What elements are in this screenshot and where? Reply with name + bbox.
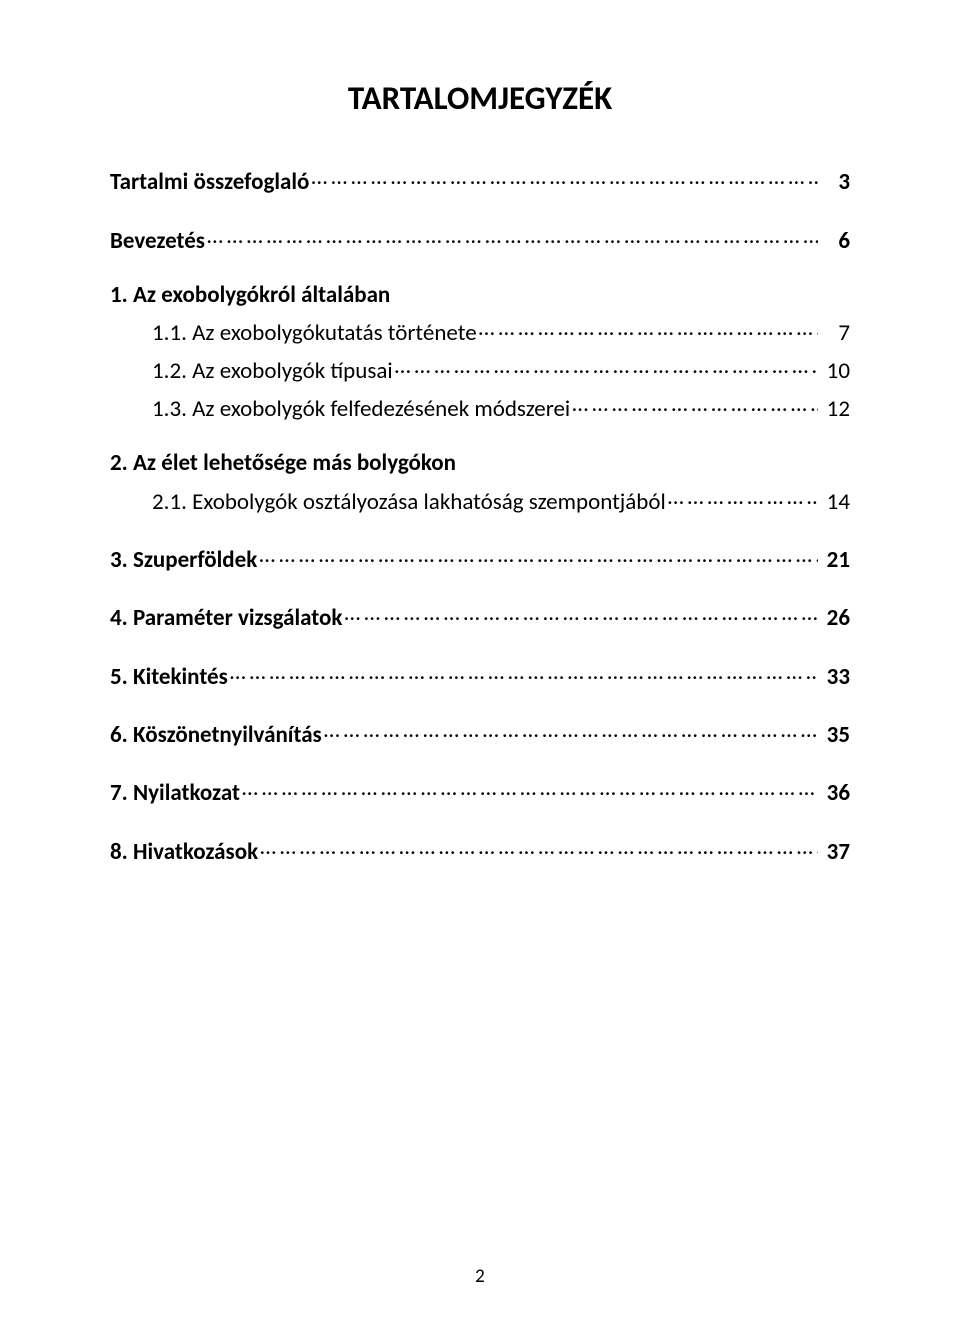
- toc-entry-label: 5. Kitekintés: [110, 663, 228, 691]
- toc-entry: 1.2. Az exobolygók típusai 10: [110, 353, 850, 385]
- toc-entry: 2. Az élet lehetősége más bolygókon: [110, 449, 850, 477]
- toc-entry: 5. Kitekintés 33: [110, 658, 850, 690]
- toc-list: Tartalmi összefoglaló 3 Bevezetés 6 1. Az ex…: [110, 164, 850, 866]
- toc-leader: [242, 775, 818, 800]
- toc-entry-label: Bevezetés: [110, 227, 205, 255]
- toc-leader: [344, 600, 818, 625]
- toc-entry-label: 7. Nyilatkozat: [110, 779, 240, 807]
- toc-entry-page: 33: [820, 663, 850, 691]
- toc-entry: Tartalmi összefoglaló 3: [110, 164, 850, 196]
- toc-entry-page: 6: [820, 227, 850, 255]
- toc-entry-page: 26: [820, 604, 850, 632]
- toc-entry: Bevezetés 6: [110, 222, 850, 254]
- page-title: TARTALOMJEGYZÉK: [110, 78, 850, 118]
- toc-entry-label: 2. Az élet lehetősége más bolygókon: [110, 449, 456, 477]
- toc-leader: [668, 483, 818, 508]
- toc-entry: 6. Köszönetnyilvánítás 35: [110, 717, 850, 749]
- toc-entry: 1.1. Az exobolygókutatás története 7: [110, 315, 850, 347]
- toc-entry-label: 1.2. Az exobolygók típusai: [152, 357, 393, 385]
- toc-entry-label: 8. Hivatkozások: [110, 838, 258, 866]
- toc-entry-label: 6. Köszönetnyilvánítás: [110, 721, 322, 749]
- toc-entry-page: 7: [820, 319, 850, 347]
- toc-entry-label: Tartalmi összefoglaló: [110, 168, 309, 196]
- toc-leader: [311, 164, 818, 189]
- toc-entry-label: 2.1. Exobolygók osztályozása lakhatóság …: [152, 488, 666, 516]
- toc-entry: 7. Nyilatkozat 36: [110, 775, 850, 807]
- toc-entry-page: 36: [820, 779, 850, 807]
- toc-entry-page: 21: [820, 546, 850, 574]
- toc-entry-page: 10: [820, 357, 850, 385]
- toc-entry: 8. Hivatkozások 37: [110, 833, 850, 865]
- toc-leader: [479, 315, 818, 340]
- toc-entry: 1. Az exobolygókról általában: [110, 281, 850, 309]
- toc-entry: 2.1. Exobolygók osztályozása lakhatóság …: [110, 483, 850, 515]
- toc-leader: [230, 658, 818, 683]
- toc-entry-label: 4. Paraméter vizsgálatok: [110, 604, 342, 632]
- toc-leader: [207, 222, 818, 247]
- toc-entry: 4. Paraméter vizsgálatok 26: [110, 600, 850, 632]
- toc-entry-label: 1. Az exobolygókról általában: [110, 281, 390, 309]
- toc-leader: [324, 717, 818, 742]
- toc-leader: [259, 542, 818, 567]
- toc-entry: 3. Szuperföldek 21: [110, 542, 850, 574]
- toc-entry-page: 35: [820, 721, 850, 749]
- toc-leader: [395, 353, 818, 378]
- toc-leader: [572, 391, 818, 416]
- toc-page: TARTALOMJEGYZÉK Tartalmi összefoglaló 3 Be…: [0, 0, 960, 1328]
- toc-entry-label: 3. Szuperföldek: [110, 546, 257, 574]
- toc-entry-label: 1.1. Az exobolygókutatás története: [152, 319, 477, 347]
- toc-entry-page: 12: [820, 395, 850, 423]
- toc-entry-page: 37: [820, 838, 850, 866]
- toc-entry: 1.3. Az exobolygók felfedezésének módsze…: [110, 391, 850, 423]
- toc-entry-label: 1.3. Az exobolygók felfedezésének módsze…: [152, 395, 570, 423]
- toc-leader: [260, 833, 818, 858]
- toc-entry-page: 14: [820, 488, 850, 516]
- toc-entry-page: 3: [820, 168, 850, 196]
- page-number: 2: [0, 1265, 960, 1288]
